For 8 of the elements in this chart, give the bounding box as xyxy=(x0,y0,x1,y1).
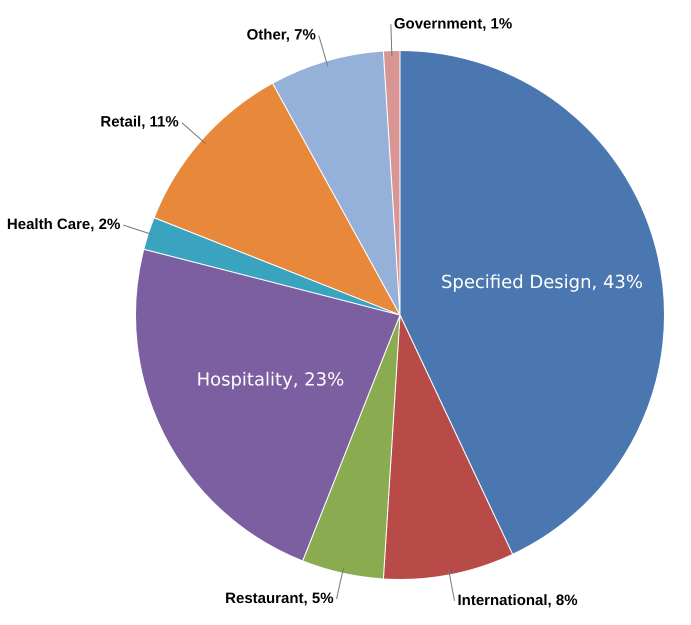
slice-label: Hospitality, 23% xyxy=(196,370,344,391)
slice-label: International, 8% xyxy=(458,592,578,609)
slice-label: Restaurant, 5% xyxy=(225,590,334,608)
slice-label: Health Care, 2% xyxy=(6,216,120,234)
slice-label: Government, 1% xyxy=(394,15,512,32)
slice-label: Specified Design, 43% xyxy=(440,272,643,293)
slice-label: Retail, 11% xyxy=(100,114,179,131)
slice-label: Other, 7% xyxy=(246,26,316,44)
